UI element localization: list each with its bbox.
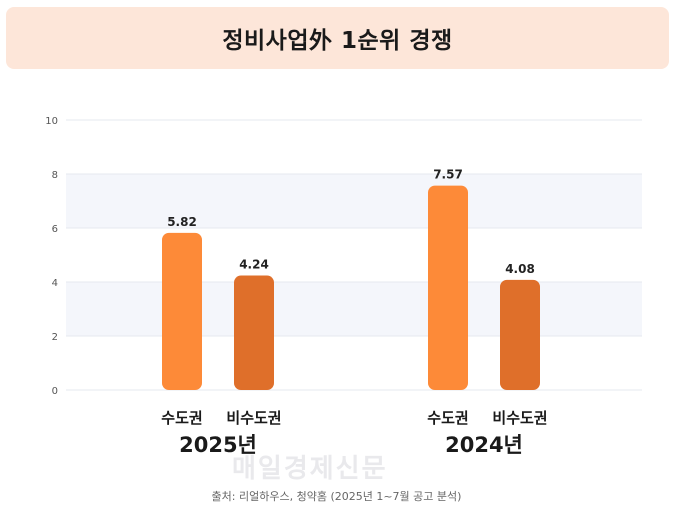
y-tick-label: 2 <box>52 332 58 343</box>
data-label: 5.82 <box>167 215 197 229</box>
grid-band <box>66 282 642 336</box>
data-label: 7.57 <box>433 168 463 182</box>
data-label: 4.24 <box>239 258 269 272</box>
bar <box>500 279 540 390</box>
x-category-label: 비수도권 <box>492 409 547 427</box>
bar <box>234 275 274 390</box>
data-label: 4.08 <box>505 262 535 276</box>
x-group-label: 2025년 <box>179 433 257 457</box>
title-banner: 정비사업外 1순위 경쟁 <box>6 7 669 69</box>
y-tick-label: 4 <box>52 278 58 289</box>
y-tick-label: 10 <box>45 116 58 127</box>
x-category-label: 비수도권 <box>226 409 281 427</box>
x-group-label: 2024년 <box>445 433 523 457</box>
watermark-text: 매일경제신문 <box>232 454 388 484</box>
bar <box>428 185 468 390</box>
y-tick-label: 8 <box>52 170 58 181</box>
x-category-label: 수도권 <box>427 409 468 427</box>
y-tick-label: 6 <box>52 224 58 235</box>
grid-band <box>66 174 642 228</box>
chart-title: 정비사업外 1순위 경쟁 <box>222 28 453 54</box>
source-note: 출처: 리얼하우스, 청약홈 (2025년 1~7월 공고 분석) <box>211 490 462 503</box>
bar <box>162 232 202 390</box>
x-category-label: 수도권 <box>161 409 202 427</box>
y-tick-label: 0 <box>52 386 58 397</box>
